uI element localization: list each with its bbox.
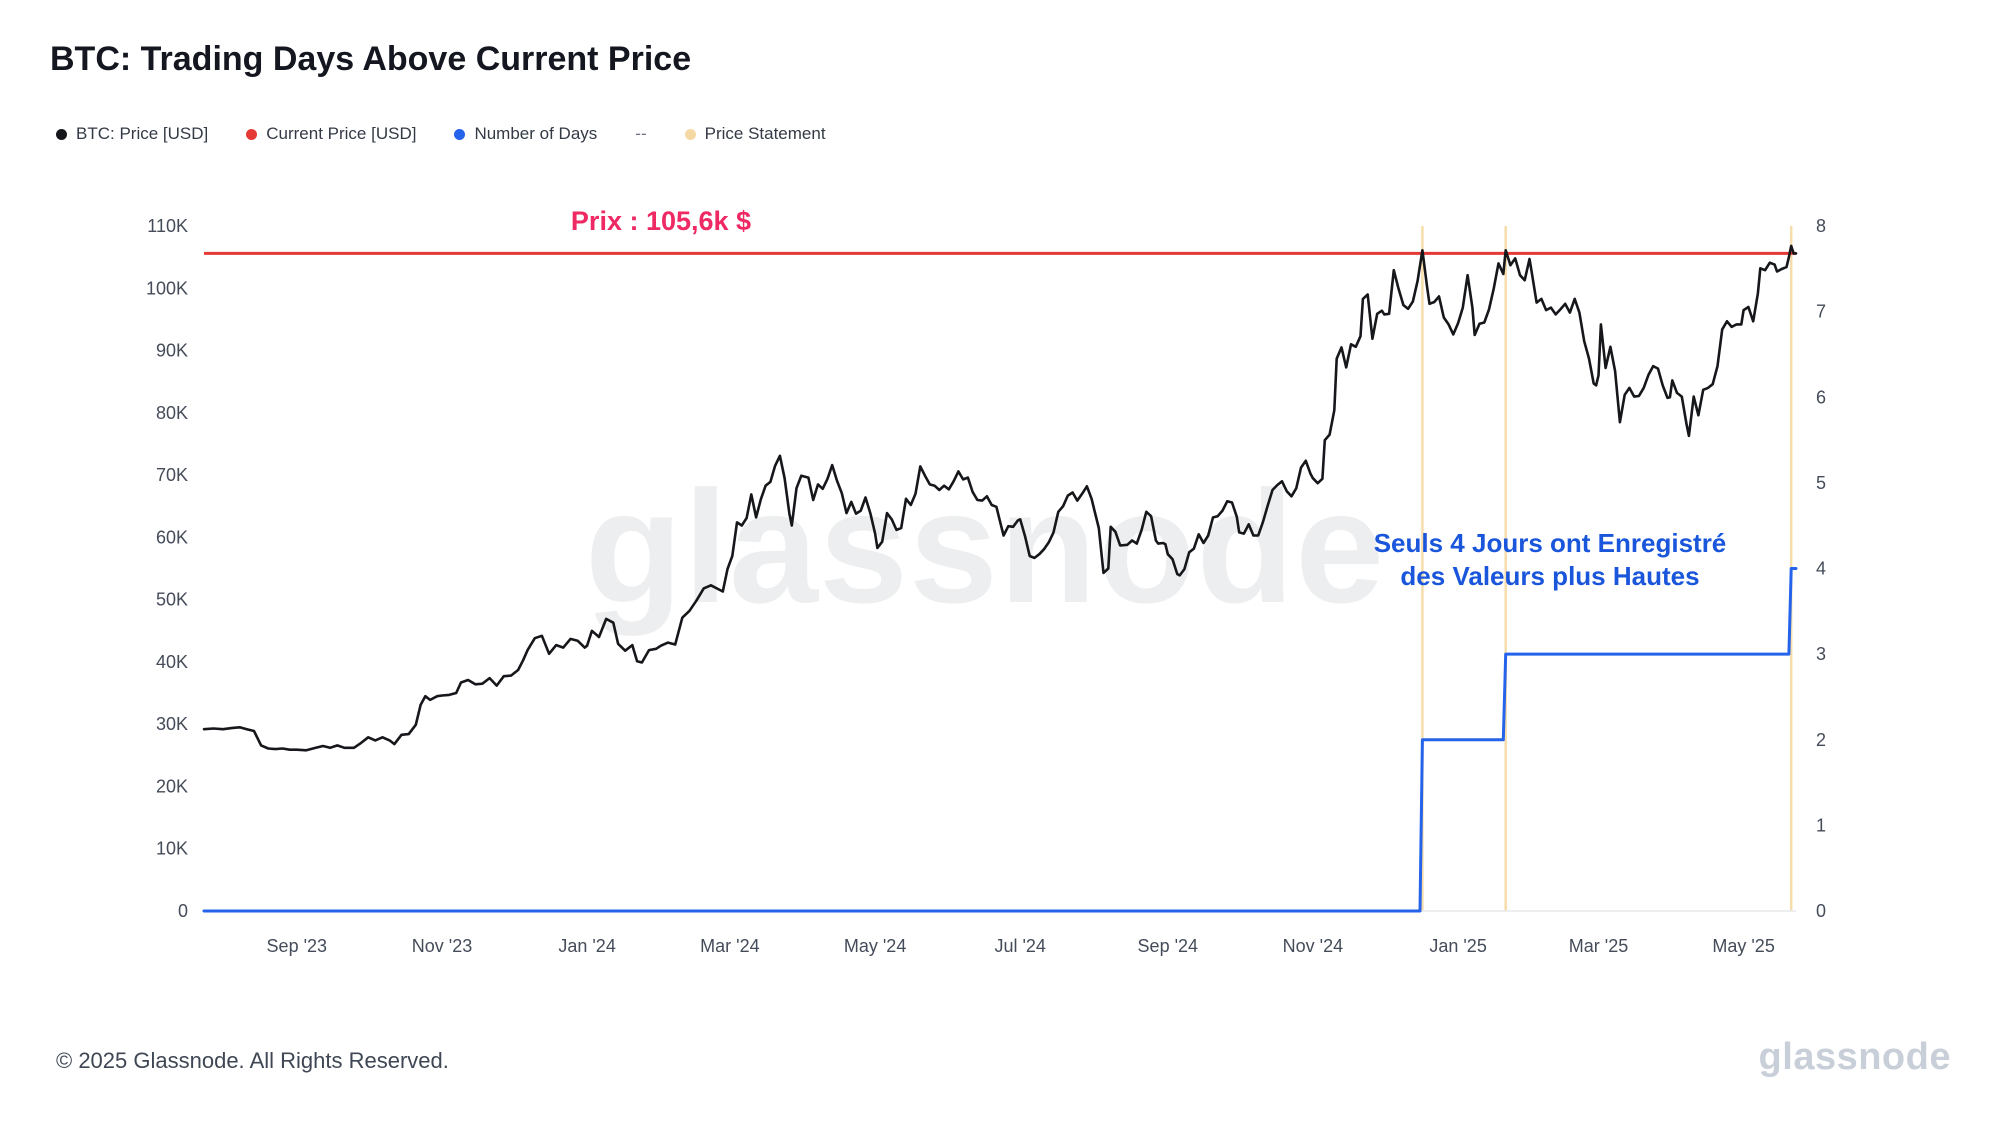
legend-label: -- (635, 124, 647, 143)
x-tick: May '25 (1712, 936, 1774, 956)
x-tick: May '24 (844, 936, 906, 956)
legend-item-dash-separator[interactable]: -- (635, 124, 646, 144)
legend-label: Current Price [USD] (266, 124, 417, 143)
y-right-tick: 5 (1816, 473, 1826, 493)
y-left-tick: 80K (156, 403, 188, 423)
y-right-tick: 7 (1816, 302, 1826, 322)
y-right-tick: 4 (1816, 559, 1826, 579)
legend-label: Price Statement (704, 124, 826, 143)
series-btc-price (202, 244, 1798, 752)
legend-label: Number of Days (474, 124, 598, 143)
x-tick: Sep '24 (1138, 936, 1199, 956)
x-tick: Mar '24 (700, 936, 759, 956)
glassnode-watermark: glassnode (584, 457, 1386, 636)
y-left-tick: 50K (156, 590, 188, 610)
y-left-tick: 110K (147, 216, 188, 236)
legend-item-btc-price[interactable]: BTC: Price [USD] (56, 124, 208, 144)
y-left-tick: 40K (156, 652, 188, 672)
days-annotation-line1: Seuls 4 Jours ont Enregistré (1373, 528, 1727, 558)
x-tick: Jan '24 (558, 936, 615, 956)
legend-item-current-price[interactable]: Current Price [USD] (246, 124, 416, 144)
y-right-tick: 0 (1816, 901, 1826, 921)
y-left-tick: 0 (178, 901, 188, 921)
y-right-tick: 8 (1816, 216, 1826, 236)
y-right-tick: 3 (1816, 644, 1826, 664)
copyright-text: © 2025 Glassnode. All Rights Reserved. (56, 1048, 449, 1073)
y-left-tick: 90K (156, 341, 188, 361)
x-tick: Sep '23 (267, 936, 328, 956)
chart-title: BTC: Trading Days Above Current Price (50, 40, 692, 78)
x-tick: Nov '23 (412, 936, 472, 956)
current-price-annotation: Prix : 105,6k $ (570, 206, 752, 236)
current-price-dot-icon (246, 128, 258, 140)
x-tick: Mar '25 (1569, 936, 1628, 956)
number-of-days-dot-icon (454, 128, 466, 140)
days-annotation-line2: des Valeurs plus Hautes (1400, 561, 1700, 592)
legend: BTC: Price [USD] Current Price [USD] Numbe… (56, 124, 826, 144)
legend-item-number-of-days[interactable]: Number of Days (454, 124, 597, 144)
series-number-of-days (202, 567, 1798, 913)
y-left-tick: 60K (156, 527, 188, 547)
btc-price-dot-icon (56, 128, 67, 140)
y-left-tick: 70K (156, 465, 188, 485)
y-left-tick: 10K (156, 839, 188, 859)
price-statement-dot-icon (684, 128, 696, 140)
legend-item-price-statement[interactable]: Price Statement (684, 124, 826, 144)
x-tick: Nov '24 (1283, 936, 1343, 956)
days-annotation: Seuls 4 Jours ont Enregistré des Valeurs… (1280, 527, 1820, 594)
y-right-tick: 2 (1816, 730, 1826, 750)
y-left-tick: 100K (146, 278, 188, 298)
y-right-tick: 6 (1816, 387, 1826, 407)
y-left-tick: 20K (156, 777, 188, 797)
x-tick: Jul '24 (994, 936, 1045, 956)
glassnode-logo: glassnode (1758, 1036, 1951, 1078)
legend-label: BTC: Price [USD] (76, 124, 209, 143)
y-right-tick: 1 (1816, 815, 1826, 835)
x-tick: Jan '25 (1429, 936, 1486, 956)
y-left-tick: 30K (156, 714, 188, 734)
